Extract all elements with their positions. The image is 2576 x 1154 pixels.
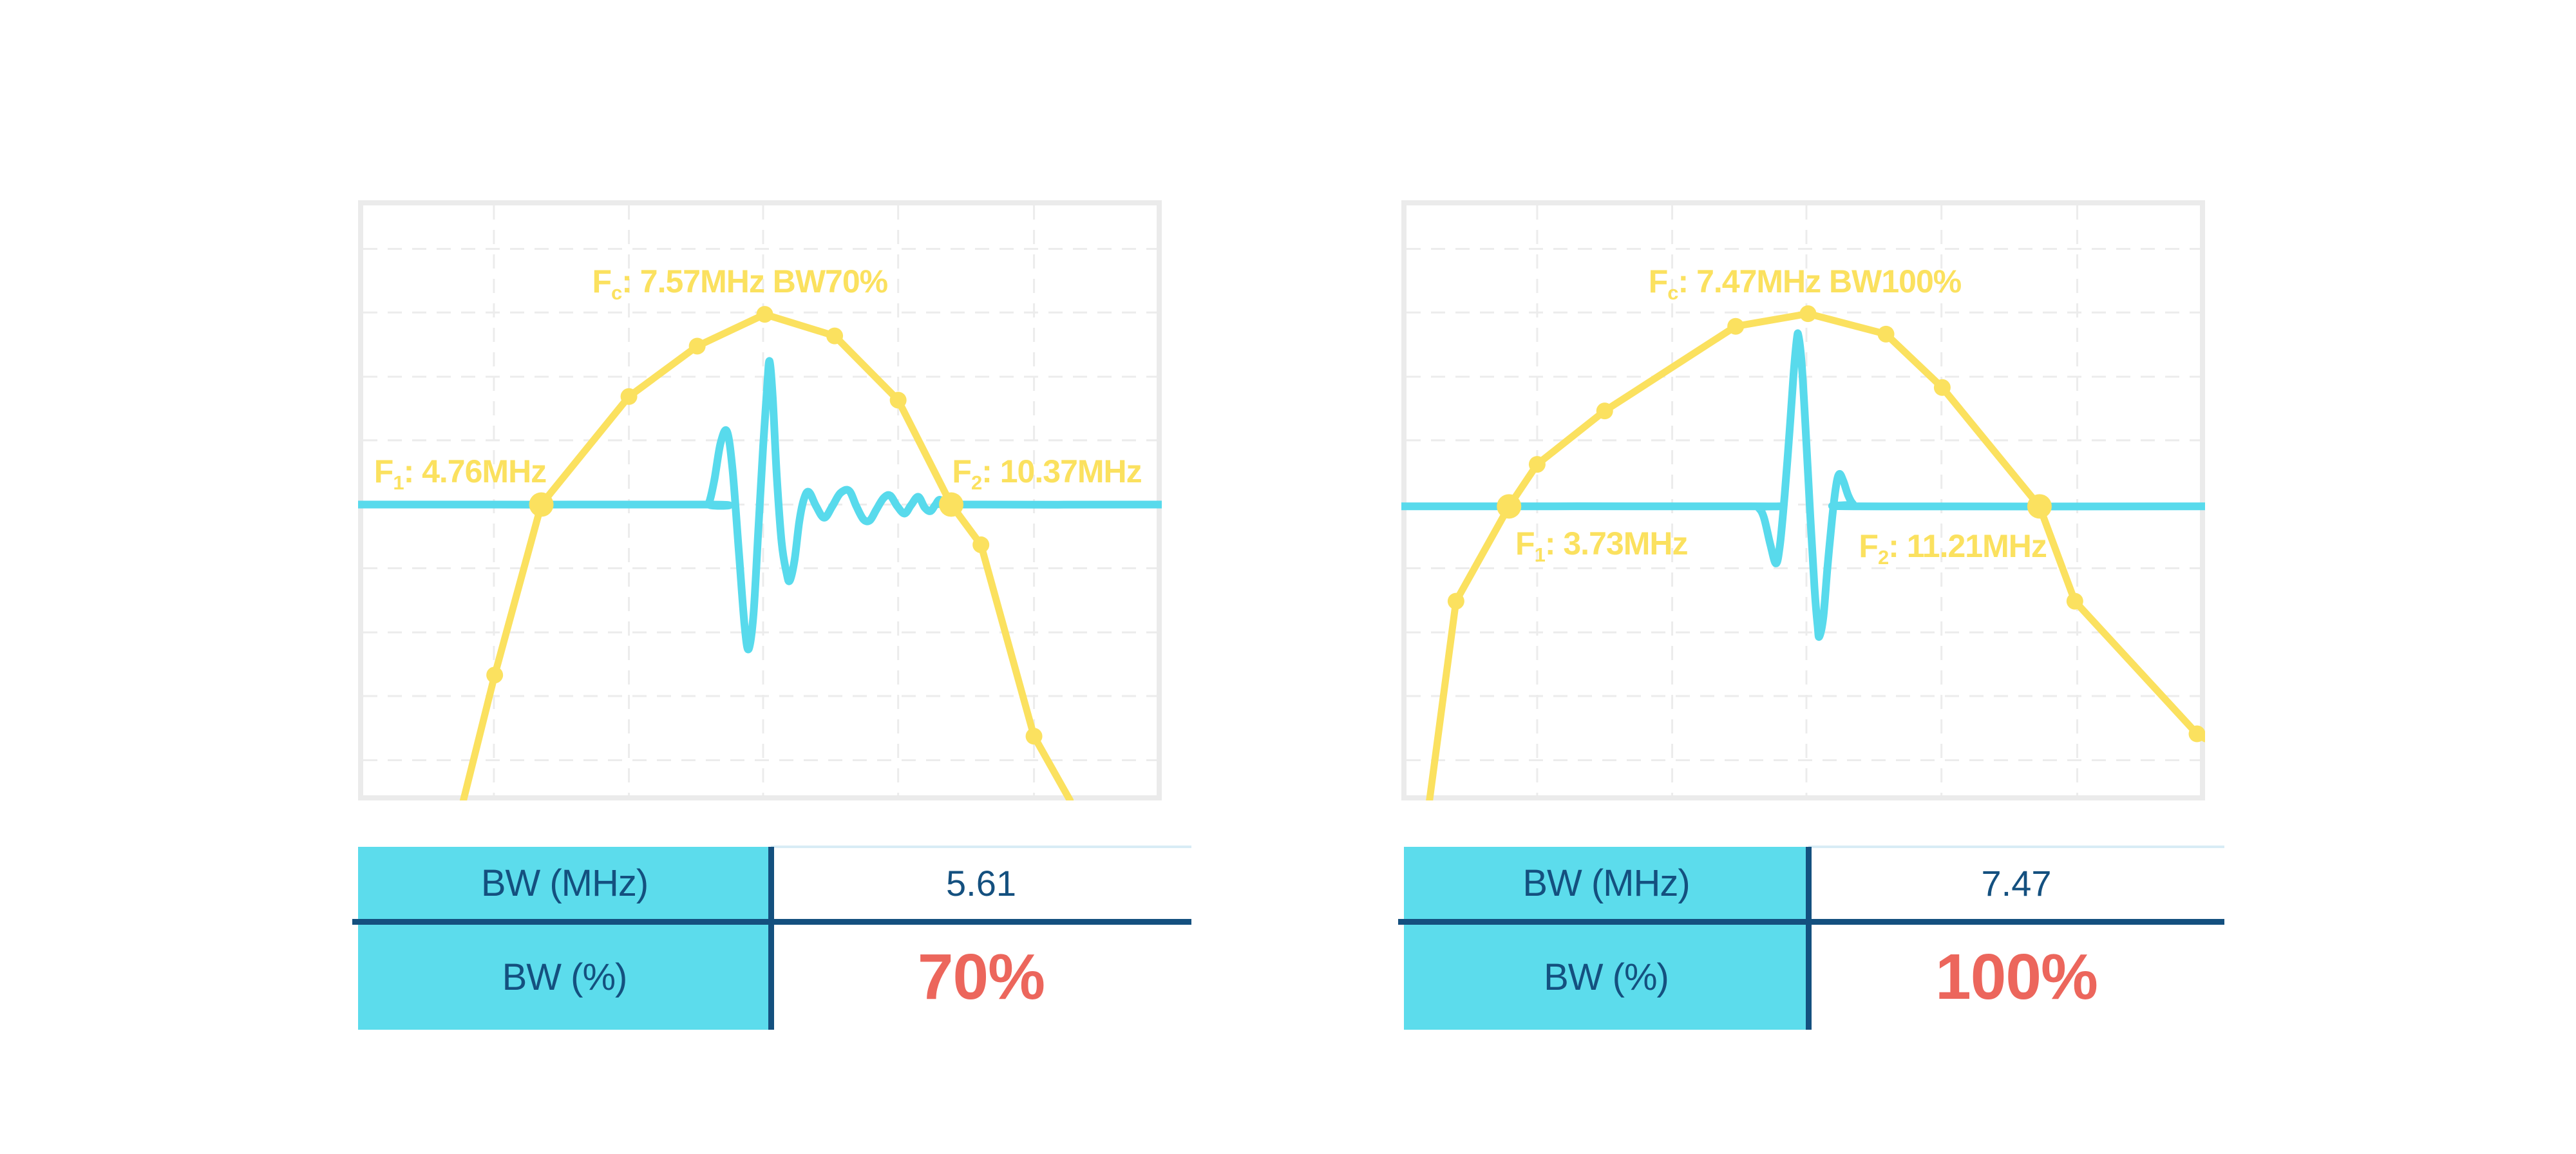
f2-annotation: F2: 11.21MHz bbox=[1859, 527, 2047, 569]
spectrum-marker bbox=[756, 306, 773, 323]
spectrum-marker bbox=[1933, 379, 1951, 396]
annotation-subscript: c bbox=[1667, 281, 1678, 304]
bw-table-broadband: BW (MHz) 7.47 BW (%) 100% bbox=[1398, 846, 2224, 1034]
chart-narrowband: Fc: 7.57MHz BW70% F1: 4.76MHz F2: 10.37M… bbox=[358, 200, 1162, 800]
spectrum-marker bbox=[486, 667, 504, 684]
table-header-column bbox=[1404, 847, 1808, 1030]
table-value-bw-mhz: 7.47 bbox=[1981, 862, 2052, 903]
table-header-column bbox=[358, 847, 771, 1030]
table-value-bw-mhz: 5.61 bbox=[946, 862, 1016, 903]
spectrum-marker bbox=[620, 388, 638, 405]
annotation-subscript: 2 bbox=[1877, 545, 1889, 569]
pulse-waveform-curve bbox=[358, 357, 1162, 654]
pulse-waveform-curve bbox=[1401, 329, 2205, 641]
annotation-subscript: 1 bbox=[1534, 543, 1546, 566]
table-label-bw-mhz: BW (MHz) bbox=[1522, 862, 1690, 904]
table-value-bw-pct: 70% bbox=[917, 941, 1045, 1013]
table-value-bw-pct: 100% bbox=[1935, 941, 2098, 1013]
spectrum-curve bbox=[460, 310, 1074, 800]
fc-annotation: Fc: 7.47MHz BW100% bbox=[1648, 263, 1962, 304]
spectrum-marker bbox=[1727, 317, 1745, 335]
spectrum-marker bbox=[1596, 402, 1613, 420]
spectrum-marker bbox=[688, 337, 706, 355]
spectrum-marker bbox=[529, 492, 554, 517]
table-label-bw-pct: BW (%) bbox=[502, 956, 628, 998]
table-column-divider bbox=[1806, 847, 1812, 1030]
spectrum-marker bbox=[1447, 592, 1464, 610]
bw-table-narrowband: BW (MHz) 5.61 BW (%) 70% bbox=[352, 846, 1191, 1034]
f1-annotation: F1: 3.73MHz bbox=[1515, 525, 1688, 566]
spectrum-marker bbox=[972, 536, 990, 553]
plot-area bbox=[358, 200, 1162, 800]
table-label-bw-mhz: BW (MHz) bbox=[480, 862, 649, 904]
spectrum-marker bbox=[2027, 494, 2052, 519]
plot-area bbox=[1401, 200, 2205, 800]
table-top-border bbox=[1808, 846, 2224, 848]
spectrum-marker bbox=[1025, 728, 1043, 745]
spectrum-marker bbox=[826, 327, 844, 345]
spectrum-marker bbox=[1877, 325, 1895, 343]
spectrum-marker bbox=[2066, 592, 2083, 610]
spectrum-marker bbox=[889, 392, 907, 409]
table-top-border bbox=[771, 846, 1191, 848]
annotation-subscript: 2 bbox=[971, 471, 982, 494]
f2-annotation: F2: 10.37MHz bbox=[952, 453, 1142, 494]
annotation-subscript: c bbox=[611, 281, 622, 304]
annotation-subscript: 1 bbox=[393, 471, 404, 494]
spectrum-marker bbox=[2188, 725, 2205, 743]
fc-annotation: Fc: 7.57MHz BW70% bbox=[592, 263, 888, 304]
spectrum-marker bbox=[939, 492, 964, 517]
chart-broadband: Fc: 7.47MHz BW100% F1: 3.73MHz F2: 11.21… bbox=[1401, 200, 2205, 800]
f1-annotation: F1: 4.76MHz bbox=[374, 453, 547, 494]
spectrum-marker bbox=[1497, 494, 1522, 519]
spectrum-marker bbox=[1799, 305, 1817, 323]
table-label-bw-pct: BW (%) bbox=[1544, 956, 1669, 998]
spectrum-marker bbox=[1528, 456, 1546, 473]
table-column-divider bbox=[768, 847, 774, 1030]
